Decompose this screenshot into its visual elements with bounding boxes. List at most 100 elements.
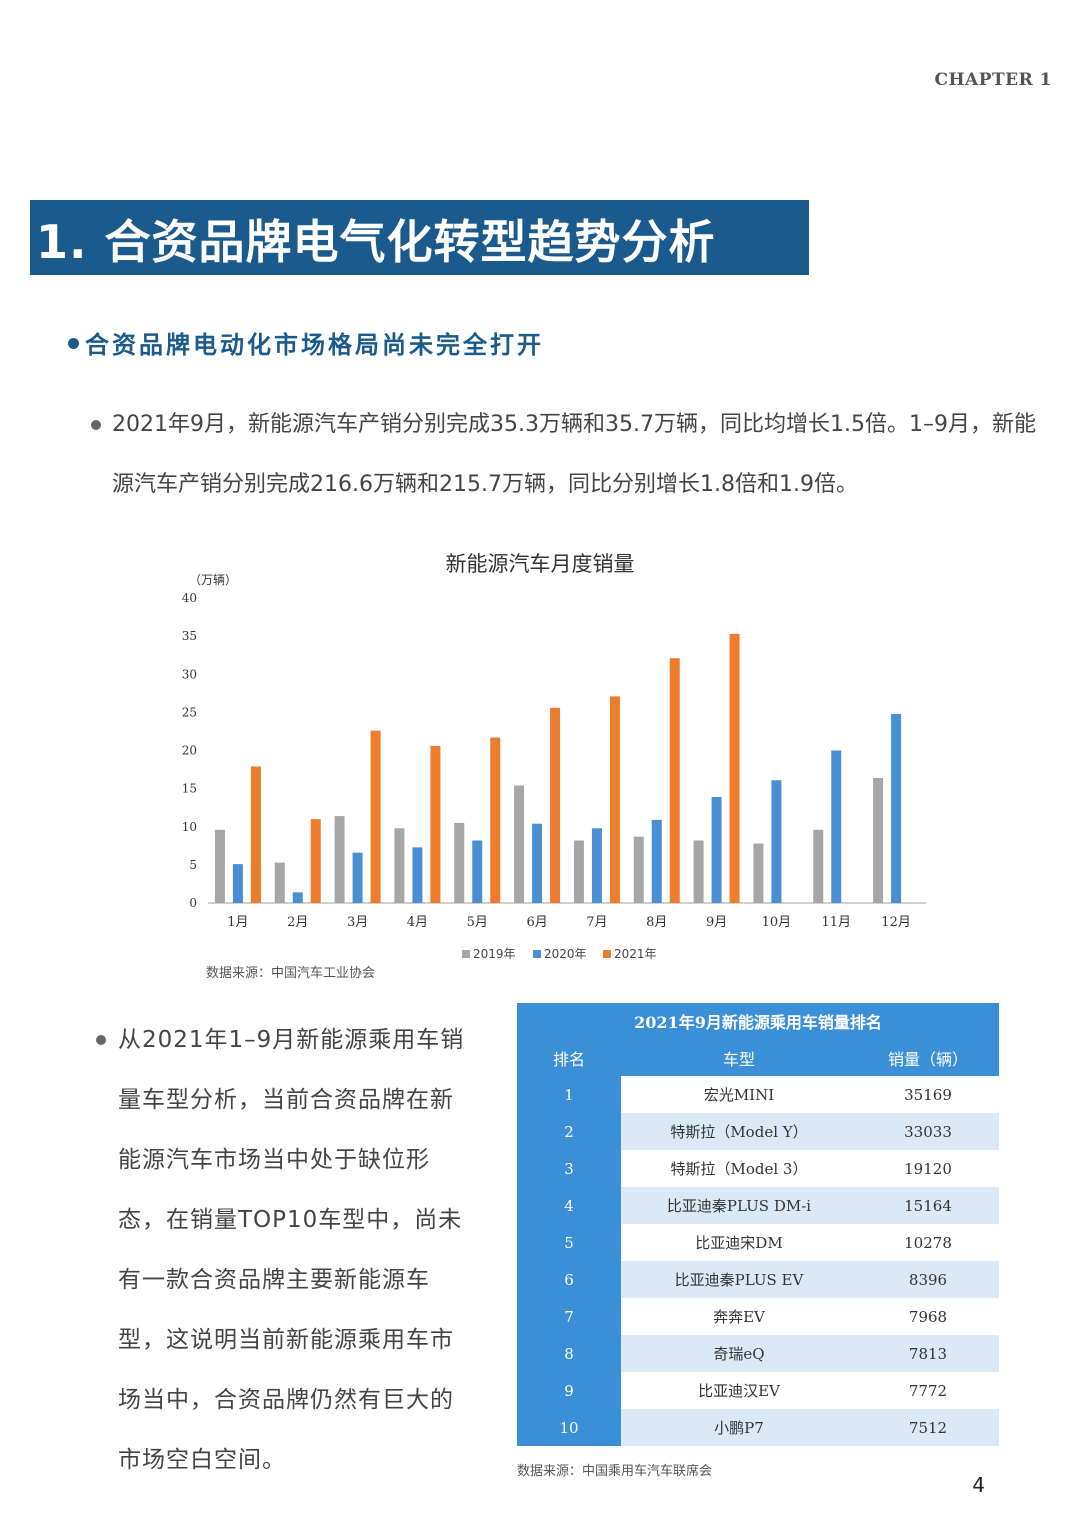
legend-swatch (603, 950, 611, 958)
bar-2019年-5月 (454, 822, 465, 903)
bar-2020年-7月 (591, 828, 602, 903)
bar-2020年-8月 (651, 819, 662, 903)
bar-2021年-8月 (669, 658, 680, 903)
y-tick-label: 25 (182, 705, 197, 719)
table-cell-sales: 7968 (857, 1298, 999, 1335)
table-cell-rank: 5 (517, 1224, 621, 1261)
y-tick-label: 5 (189, 858, 197, 872)
bar-2021年-4月 (430, 745, 441, 903)
table-cell-sales: 7512 (857, 1409, 999, 1446)
table-cell-model: 比亚迪秦PLUS DM-i (621, 1187, 857, 1224)
bar-2020年-12月 (891, 713, 902, 903)
x-tick-label: 9月 (706, 915, 727, 930)
table-cell-rank: 7 (517, 1298, 621, 1335)
x-tick-label: 3月 (347, 915, 368, 930)
table-cell-rank: 2 (517, 1113, 621, 1150)
table-row: 10 小鹏P7 7512 (517, 1409, 999, 1446)
table-cell-rank: 10 (517, 1409, 621, 1446)
section-title-bar: 1. 合资品牌电气化转型趋势分析 (30, 200, 809, 275)
bar-2019年-7月 (573, 840, 584, 903)
bar-2021年-9月 (729, 633, 740, 903)
x-tick-label: 1月 (227, 915, 248, 930)
bar-2020年-5月 (472, 840, 483, 903)
x-tick-label: 10月 (762, 915, 792, 930)
subheading: 合资品牌电动化市场格局尚未完全打开 (68, 325, 544, 360)
table-cell-model: 特斯拉（Model Y） (621, 1113, 857, 1150)
table-cell-sales: 7772 (857, 1372, 999, 1409)
table-row: 9 比亚迪汉EV 7772 (517, 1372, 999, 1409)
legend-label: 2019年 (473, 947, 516, 961)
table-header-model: 车型 (621, 1039, 857, 1076)
y-tick-label: 30 (182, 667, 197, 681)
bar-2019年-4月 (394, 828, 405, 903)
bar-2019年-9月 (693, 840, 704, 903)
bullet-dot-icon (91, 420, 101, 430)
bar-2019年-8月 (633, 836, 644, 903)
y-tick-label: 20 (182, 744, 197, 758)
table-title: 2021年9月新能源乘用车销量排名 (517, 1003, 999, 1039)
bar-2020年-3月 (352, 852, 363, 903)
table-cell-model: 比亚迪汉EV (621, 1372, 857, 1409)
table-cell-sales: 19120 (857, 1150, 999, 1187)
table-cell-sales: 10278 (857, 1224, 999, 1261)
table-row: 8 奇瑞eQ 7813 (517, 1335, 999, 1372)
x-tick-label: 8月 (646, 915, 667, 930)
table-cell-rank: 4 (517, 1187, 621, 1224)
bar-2021年-6月 (550, 707, 561, 903)
bar-2021年-2月 (310, 819, 321, 903)
bar-2020年-10月 (771, 780, 782, 903)
y-tick-label: 40 (182, 591, 197, 605)
chart-title: 新能源汽车月度销量 (445, 552, 635, 576)
legend-swatch (533, 950, 541, 958)
x-tick-label: 4月 (407, 915, 428, 930)
y-tick-label: 35 (182, 629, 197, 643)
table-header-sales: 销量（辆） (857, 1039, 999, 1076)
bar-2021年-7月 (609, 696, 620, 903)
chart-source: 数据来源：中国汽车工业协会 (206, 966, 376, 981)
legend-swatch (462, 950, 470, 958)
y-tick-label: 0 (189, 896, 197, 910)
bar-2020年-2月 (292, 892, 303, 903)
table-cell-sales: 8396 (857, 1261, 999, 1298)
bullet-dot-icon (96, 1035, 106, 1045)
x-tick-label: 12月 (881, 915, 911, 930)
table-source: 数据来源：中国乘用车汽车联席会 (517, 1464, 713, 1479)
table-row: 7 奔奔EV 7968 (517, 1298, 999, 1335)
table-cell-model: 宏光MINI (621, 1076, 857, 1113)
bar-2019年-11月 (813, 829, 824, 903)
bar-2021年-5月 (490, 737, 501, 903)
bar-2019年-3月 (334, 816, 345, 903)
paragraph-text: 2021年9月，新能源汽车产销分别完成35.3万辆和35.7万辆，同比均增长1.… (112, 412, 1036, 497)
table-row: 1 宏光MINI 35169 (517, 1076, 999, 1113)
table-row: 2 特斯拉（Model Y） 33033 (517, 1113, 999, 1150)
section-title: 1. 合资品牌电气化转型趋势分析 (36, 215, 716, 269)
table-row: 3 特斯拉（Model 3） 19120 (517, 1150, 999, 1187)
table-cell-rank: 8 (517, 1335, 621, 1372)
legend-label: 2020年 (544, 947, 587, 961)
x-tick-label: 11月 (821, 915, 851, 930)
bar-2020年-6月 (532, 823, 543, 903)
paragraph-text: 从2021年1–9月新能源乘用车销量车型分析，当前合资品牌在新能源汽车市场当中处… (118, 1027, 465, 1473)
table-cell-model: 特斯拉（Model 3） (621, 1150, 857, 1187)
table-cell-rank: 3 (517, 1150, 621, 1187)
legend-label: 2021年 (614, 947, 657, 961)
paragraph-analysis: 从2021年1–9月新能源乘用车销量车型分析，当前合资品牌在新能源汽车市场当中处… (96, 1010, 468, 1490)
bar-2019年-12月 (873, 777, 884, 903)
x-tick-label: 6月 (526, 915, 547, 930)
bar-2020年-11月 (831, 750, 842, 903)
table-cell-model: 比亚迪宋DM (621, 1224, 857, 1261)
bar-2021年-1月 (250, 766, 261, 903)
table-cell-sales: 35169 (857, 1076, 999, 1113)
y-axis-label: （万辆） (189, 573, 237, 587)
bullet-dot-icon (68, 337, 79, 349)
x-tick-label: 2月 (287, 915, 308, 930)
table-cell-model: 小鹏P7 (621, 1409, 857, 1446)
x-tick-label: 7月 (586, 915, 607, 930)
page-number: 4 (972, 1473, 985, 1497)
bar-2020年-4月 (412, 847, 423, 903)
bar-2019年-6月 (514, 785, 525, 903)
ranking-table: 2021年9月新能源乘用车销量排名 排名 车型 销量（辆） 1 宏光MINI 351… (517, 1003, 999, 1446)
table-row: 5 比亚迪宋DM 10278 (517, 1224, 999, 1261)
paragraph-sales-summary: 2021年9月，新能源汽车产销分别完成35.3万辆和35.7万辆，同比均增长1.… (91, 395, 1042, 515)
bar-2019年-10月 (753, 843, 764, 903)
